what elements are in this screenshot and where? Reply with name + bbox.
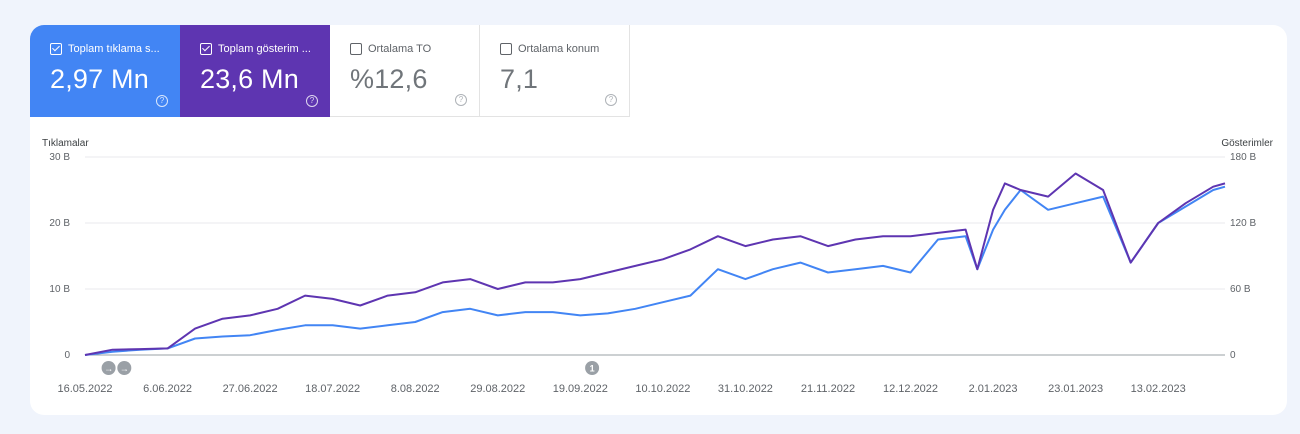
annotation-label: → xyxy=(104,364,113,374)
x-tick-label: 8.08.2022 xyxy=(391,383,440,395)
annotation-label: → xyxy=(120,364,129,374)
left-tick-label: 10 B xyxy=(49,284,70,295)
x-tick-label: 31.10.2022 xyxy=(718,383,773,395)
clicks-series-line xyxy=(84,185,1226,356)
left-tick-label: 20 B xyxy=(49,218,70,229)
x-tick-label: 16.05.2022 xyxy=(57,383,112,395)
x-tick-label: 12.12.2022 xyxy=(883,383,938,395)
help-icon[interactable]: ? xyxy=(455,94,467,106)
total-impressions-value: 23,6 Mn xyxy=(200,64,299,94)
average-ctr-card[interactable]: Ortalama TO %12,6 ? xyxy=(330,25,480,117)
annotation-marker xyxy=(101,361,116,375)
help-icon[interactable]: ? xyxy=(156,95,168,107)
checkbox-checked-icon[interactable] xyxy=(50,43,62,55)
left-tick-label: 30 B xyxy=(49,152,70,163)
help-icon[interactable]: ? xyxy=(605,94,617,106)
x-tick-label: 2.01.2023 xyxy=(969,383,1018,395)
average-ctr-label: Ortalama TO xyxy=(368,43,432,55)
total-impressions-card[interactable]: Toplam gösterim ... 23,6 Mn ? xyxy=(180,25,330,117)
x-tick-label: 6.06.2022 xyxy=(143,383,192,395)
total-clicks-label: Toplam tıklama s... xyxy=(68,43,160,55)
left-tick-label: 0 xyxy=(64,350,70,361)
right-axis-title: Gösterimler xyxy=(1221,138,1273,149)
x-tick-label: 10.10.2022 xyxy=(635,383,690,395)
left-axis-title: Tıklamalar xyxy=(42,138,89,149)
metric-cards: Toplam tıklama s... 2,97 Mn ? Toplam gös… xyxy=(30,25,630,117)
help-icon[interactable]: ? xyxy=(306,95,318,107)
checkbox-unchecked-icon[interactable] xyxy=(350,43,362,55)
performance-panel: Toplam tıklama s... 2,97 Mn ? Toplam gös… xyxy=(30,25,1287,415)
right-tick-label: 180 B xyxy=(1230,152,1256,163)
x-tick-label: 18.07.2022 xyxy=(305,383,360,395)
annotation-marker xyxy=(585,361,600,375)
right-tick-label: 0 xyxy=(1230,350,1236,361)
checkbox-unchecked-icon[interactable] xyxy=(500,43,512,55)
average-position-label: Ortalama konum xyxy=(518,43,600,55)
average-position-value: 7,1 xyxy=(500,64,539,94)
annotation-label: 1 xyxy=(590,364,595,374)
x-tick-label: 13.02.2023 xyxy=(1131,383,1186,395)
performance-chart: → → 1 16.05.2022 6.06.2022 27.06.2022 18.07.2… xyxy=(49,152,1256,395)
right-tick-label: 60 B xyxy=(1230,284,1251,295)
x-tick-label: 29.08.2022 xyxy=(470,383,525,395)
x-tick-label: 21.11.2022 xyxy=(801,383,855,395)
x-tick-label: 23.01.2023 xyxy=(1048,383,1103,395)
average-position-card[interactable]: Ortalama konum 7,1 ? xyxy=(480,25,630,117)
x-tick-label: 19.09.2022 xyxy=(553,383,608,395)
total-clicks-card[interactable]: Toplam tıklama s... 2,97 Mn ? xyxy=(30,25,180,117)
x-tick-label: 27.06.2022 xyxy=(223,383,278,395)
checkbox-checked-icon[interactable] xyxy=(200,43,212,55)
impressions-series-line xyxy=(84,172,1226,356)
total-clicks-value: 2,97 Mn xyxy=(50,64,149,94)
annotation-marker xyxy=(117,361,132,375)
average-ctr-value: %12,6 xyxy=(350,64,428,94)
right-tick-label: 120 B xyxy=(1230,218,1256,229)
total-impressions-label: Toplam gösterim ... xyxy=(218,43,311,55)
